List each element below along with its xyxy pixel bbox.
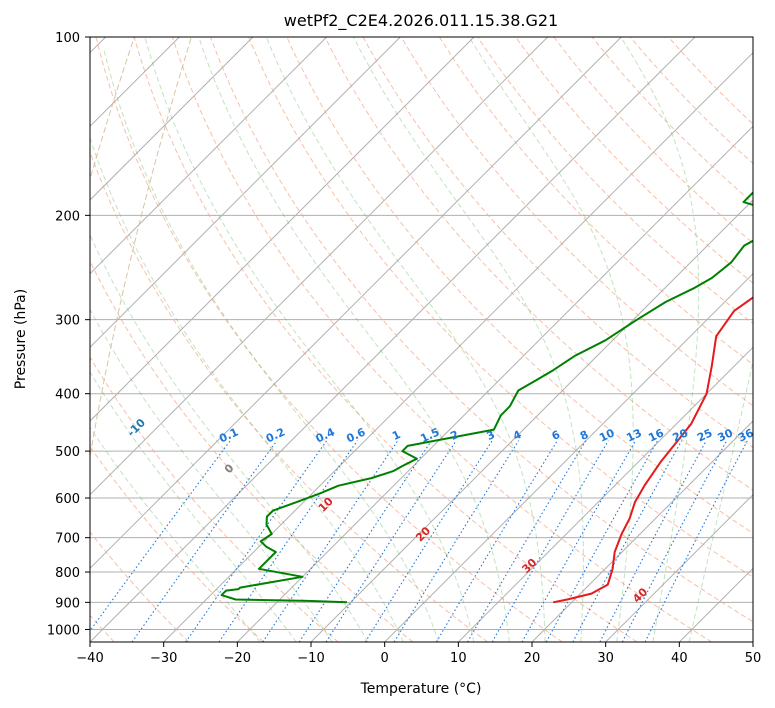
moist-adiabat-line: [144, 37, 475, 642]
mixing-ratio-lines: [90, 440, 748, 642]
moist-adiabat-line: [353, 37, 584, 642]
y-tick-label: 600: [55, 492, 80, 507]
grid: [90, 37, 753, 642]
chart-title: wetPf2_C2E4.2026.011.15.38.G21: [284, 11, 558, 31]
y-tick-label: 100: [55, 31, 80, 46]
dry-adiabat-line: [90, 445, 264, 642]
mixing-ratio-line: [545, 440, 659, 642]
mixing-ratio-label: 13: [624, 426, 643, 444]
isotherm-line: [384, 272, 753, 642]
moist-adiabat-line: [688, 358, 753, 642]
x-tick-label: 0: [381, 651, 389, 666]
isotherm-line: [90, 37, 696, 642]
dry-adiabat-line: [90, 356, 339, 642]
isotherm-line: [90, 37, 328, 275]
dry-adiabats: [90, 37, 753, 642]
x-tick-label: 30: [597, 651, 614, 666]
moist-adiabat-line: [90, 308, 333, 642]
moist-adiabat-line: [198, 37, 510, 642]
y-tick-label: 900: [55, 596, 80, 611]
y-tick-label: 500: [55, 445, 80, 460]
y-tick-label: 700: [55, 532, 80, 547]
y-tick-label: 1000: [47, 623, 80, 638]
x-tick-label: 10: [450, 651, 467, 666]
x-tick-label: 40: [671, 651, 688, 666]
mixing-ratio-label: 36: [736, 426, 756, 444]
dry-adiabat-line: [90, 259, 414, 642]
dry-adiabat-line: [248, 37, 753, 578]
mixing-ratio-line: [467, 440, 587, 642]
plot-frame: [89, 36, 754, 643]
x-axis-label: Temperature (°C): [360, 681, 482, 697]
dry-adiabat-line: [210, 37, 753, 623]
isotherm-line: [163, 51, 753, 642]
mixing-ratio-label: 30: [716, 426, 736, 444]
mixing-ratio-line: [644, 440, 748, 642]
isotherm-line: [236, 125, 753, 642]
mixing-ratio-line: [521, 440, 637, 642]
isotherm-line: [90, 37, 254, 201]
axes: −40 −30 −20 −10 0 10 20 30 40 50 100 200 300 400 500 60…: [47, 31, 761, 666]
dry-adiabat-line: [133, 37, 638, 642]
isotherm-line: [90, 37, 622, 570]
dry-adiabat-line: [95, 37, 563, 642]
mixing-ratio-line: [185, 440, 328, 642]
mixing-ratio-label: 25: [695, 426, 714, 444]
x-tick-label: 50: [745, 651, 762, 666]
mixing-ratio-line: [131, 440, 278, 642]
mixing-ratio-line: [572, 440, 683, 642]
y-tick-label: 400: [55, 388, 80, 403]
mixing-ratio-line: [262, 440, 399, 642]
temperature-profile-line: [553, 296, 753, 604]
dry-adiabat-line: [515, 37, 753, 284]
mixing-ratio-line: [435, 440, 558, 642]
mixing-ratio-label: 16: [646, 426, 666, 444]
x-tick-label: −10: [297, 651, 324, 666]
y-tick-label: 800: [55, 566, 80, 581]
moist-adiabat-line: [103, 49, 439, 642]
dry-adiabat-line: [171, 37, 712, 642]
isotherm-line: [90, 37, 401, 349]
dry-adiabat-line: [90, 150, 488, 642]
mixing-ratio-line: [90, 440, 231, 632]
dry-adiabat-line: [324, 37, 753, 491]
mixing-ratio-line: [218, 440, 358, 642]
isotherm-line: [457, 346, 753, 642]
dry-adiabat-line: [400, 37, 753, 407]
dry-adiabat-line: [90, 531, 190, 642]
moist-adiabat-line: [90, 136, 404, 642]
mixing-ratio-label: 20: [671, 426, 691, 444]
dry-adiabat-line: [438, 37, 753, 366]
x-tick-label: 20: [524, 651, 541, 666]
x-tick-label: −40: [76, 651, 103, 666]
moist-adiabat-line: [90, 370, 297, 642]
isotherm-line: [531, 420, 753, 642]
y-tick-label: 200: [55, 209, 80, 224]
mixing-ratio-line: [393, 440, 520, 642]
mixing-ratio-line: [298, 440, 432, 642]
moist-adiabat-line: [620, 37, 700, 642]
profile-series: [220, 191, 753, 604]
mixing-ratio-label: 10: [597, 426, 617, 444]
x-tick-label: −20: [224, 651, 251, 666]
moist-adiabat-line: [265, 37, 546, 642]
x-tick-label: −30: [150, 651, 177, 666]
isotherm-line: [90, 37, 475, 422]
dewpoint-profile-line: [220, 191, 753, 604]
moist-adiabat-line: [90, 426, 261, 642]
y-axis-label: Pressure (hPa): [13, 289, 29, 389]
mixing-ratio-line: [325, 440, 457, 642]
isotherm-line: [605, 493, 753, 642]
isotherm-line: [90, 37, 549, 496]
y-tick-label: 300: [55, 314, 80, 329]
mixing-ratio-line: [364, 440, 493, 642]
